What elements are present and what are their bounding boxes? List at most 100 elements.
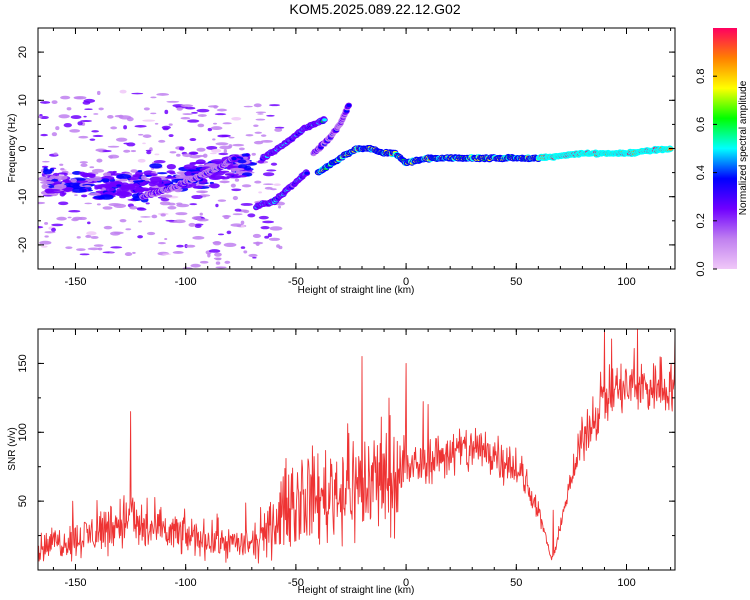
- spectrogram-noise-blob: [253, 124, 259, 128]
- spectrogram-cluster-blob: [169, 171, 176, 175]
- spectrogram-noise-blob: [260, 134, 267, 137]
- spectrogram-noise-blob: [138, 133, 144, 136]
- spectrogram-noise-blob: [91, 130, 100, 133]
- spectrogram-y-axis-label: Frequency (Hz): [7, 114, 18, 183]
- spectrogram-noise-blob: [136, 207, 147, 211]
- spectrogram-noise-blob: [124, 252, 133, 257]
- spectrogram-noise-blob: [93, 244, 104, 247]
- spectrogram-cluster-blob: [70, 178, 77, 183]
- spectrogram-noise-blob: [260, 225, 270, 230]
- snr-y-tick-label: 50: [17, 495, 29, 507]
- spectrogram-noise-blob: [58, 114, 70, 119]
- spectrogram-noise-blob: [268, 104, 281, 107]
- spectrogram-noise-blob: [150, 112, 157, 115]
- spectrogram-noise-blob: [240, 224, 245, 228]
- spectrogram-noise-blob: [119, 89, 127, 94]
- spectrogram-noise-blob: [84, 202, 93, 205]
- spectrogram-noise-blob: [157, 242, 167, 245]
- spectrogram-x-tick-label: 0: [403, 276, 409, 288]
- spectrogram-noise-blob: [173, 219, 186, 224]
- spectrogram-noise-blob: [137, 235, 143, 239]
- colorbar-tick-label: 0.4: [695, 165, 707, 180]
- spectrogram-noise-blob: [212, 138, 216, 141]
- spectrogram-noise-blob: [123, 142, 130, 145]
- spectrogram-noise-blob: [267, 233, 273, 238]
- snr-frame: [37, 328, 676, 571]
- spectrogram-noise-blob: [215, 258, 222, 261]
- spectrogram-noise-blob: [182, 113, 193, 115]
- spectrogram-noise-blob: [230, 223, 243, 227]
- spectrogram-noise-blob: [150, 96, 157, 99]
- spectrogram-noise-blob: [252, 256, 257, 259]
- spectrogram-noise-blob: [97, 247, 103, 251]
- spectrogram-noise-blob: [251, 152, 256, 156]
- colorbar-tick-label: 0.8: [695, 69, 707, 84]
- spectrogram-noise-blob: [207, 127, 213, 132]
- snr-y-axis-label: SNR (v/v): [7, 427, 18, 470]
- spectrogram-noise-blob: [107, 154, 120, 159]
- spectrogram-noise-blob: [89, 138, 96, 141]
- spectrogram-noise-blob: [65, 246, 73, 249]
- spectrogram-cluster-blob: [102, 172, 112, 177]
- spectrogram-noise-blob: [238, 147, 245, 151]
- spectrogram-noise-blob: [231, 117, 242, 121]
- spectrogram-noise-blob: [154, 153, 160, 156]
- spectrogram-noise-blob: [232, 143, 245, 147]
- spectrogram-noise-blob: [243, 105, 253, 108]
- spectrogram-noise-blob: [79, 253, 90, 256]
- spectrogram-y-tick-label: -10: [17, 189, 29, 205]
- spectrogram-noise-blob: [59, 163, 64, 166]
- spectrogram-y-tick-label: 0: [17, 145, 29, 151]
- spectrogram-cluster-blob: [116, 184, 122, 187]
- spectrogram-noise-blob: [129, 205, 138, 210]
- spectrogram-cluster-blob: [219, 170, 230, 173]
- spectrogram-cluster-blob: [189, 162, 197, 166]
- spectrogram-noise-blob: [185, 106, 196, 110]
- spectrogram-noise-blob: [143, 107, 150, 111]
- spectrogram-noise-blob: [168, 123, 173, 126]
- snr-x-tick-label: -100: [175, 577, 197, 589]
- colorbar-label: Normalized spectral amplitude: [738, 80, 749, 215]
- spectrogram-cluster-blob: [141, 174, 147, 181]
- spectrogram-trace-point: [346, 103, 352, 107]
- spectrogram-cluster-blob: [120, 187, 130, 192]
- spectrogram-cluster-blob: [242, 156, 248, 160]
- spectrogram-noise-blob: [80, 119, 93, 123]
- spectrogram-cluster-blob: [83, 184, 92, 188]
- spectrogram-noise-blob: [142, 134, 152, 138]
- chart-title: KOM5.2025.089.22.12.G02: [289, 1, 461, 17]
- spectrogram-noise-blob: [107, 115, 114, 119]
- spectrogram-cluster-blob: [149, 176, 162, 183]
- spectrogram-noise-blob: [113, 231, 124, 235]
- spectrogram-noise-blob: [210, 148, 222, 153]
- spectrogram-noise-blob: [87, 221, 91, 225]
- spectrogram-noise-blob: [176, 244, 184, 248]
- spectrogram-noise-blob: [79, 161, 88, 164]
- spectrogram-cluster-blob: [54, 175, 68, 181]
- spectrogram-noise-blob: [269, 226, 283, 231]
- spectrogram-cluster-blob: [66, 182, 82, 186]
- spectrogram-noise-blob: [221, 134, 231, 138]
- spectrogram-noise-blob: [189, 138, 197, 142]
- spectrogram-noise-blob: [178, 146, 185, 151]
- spectrogram-noise-blob: [142, 142, 146, 145]
- spectrogram-cluster-blob: [112, 170, 117, 174]
- spectrogram-noise-blob: [146, 150, 152, 155]
- spectrogram-noise-blob: [74, 194, 78, 196]
- spectrogram-cluster-blob: [53, 183, 67, 190]
- spectrogram-noise-blob: [260, 140, 273, 143]
- spectrogram-noise-blob: [123, 125, 128, 130]
- spectrogram-noise-blob: [185, 244, 196, 248]
- spectrogram-cluster-blob: [50, 175, 57, 178]
- spectrogram-cluster-blob: [96, 187, 103, 190]
- snr-x-tick-label: 0: [403, 577, 409, 589]
- spectrogram-cluster-blob: [117, 190, 130, 196]
- spectrogram-noise-blob: [257, 113, 264, 115]
- spectrogram-noise-blob: [91, 168, 105, 173]
- spectrogram-noise-blob: [131, 92, 144, 95]
- spectrogram-noise-blob: [176, 107, 183, 111]
- spectrogram-noise-blob: [258, 215, 269, 220]
- spectrogram-noise-blob: [175, 212, 188, 216]
- spectrogram-noise-blob: [191, 194, 203, 200]
- spectrogram-noise-blob: [215, 142, 229, 146]
